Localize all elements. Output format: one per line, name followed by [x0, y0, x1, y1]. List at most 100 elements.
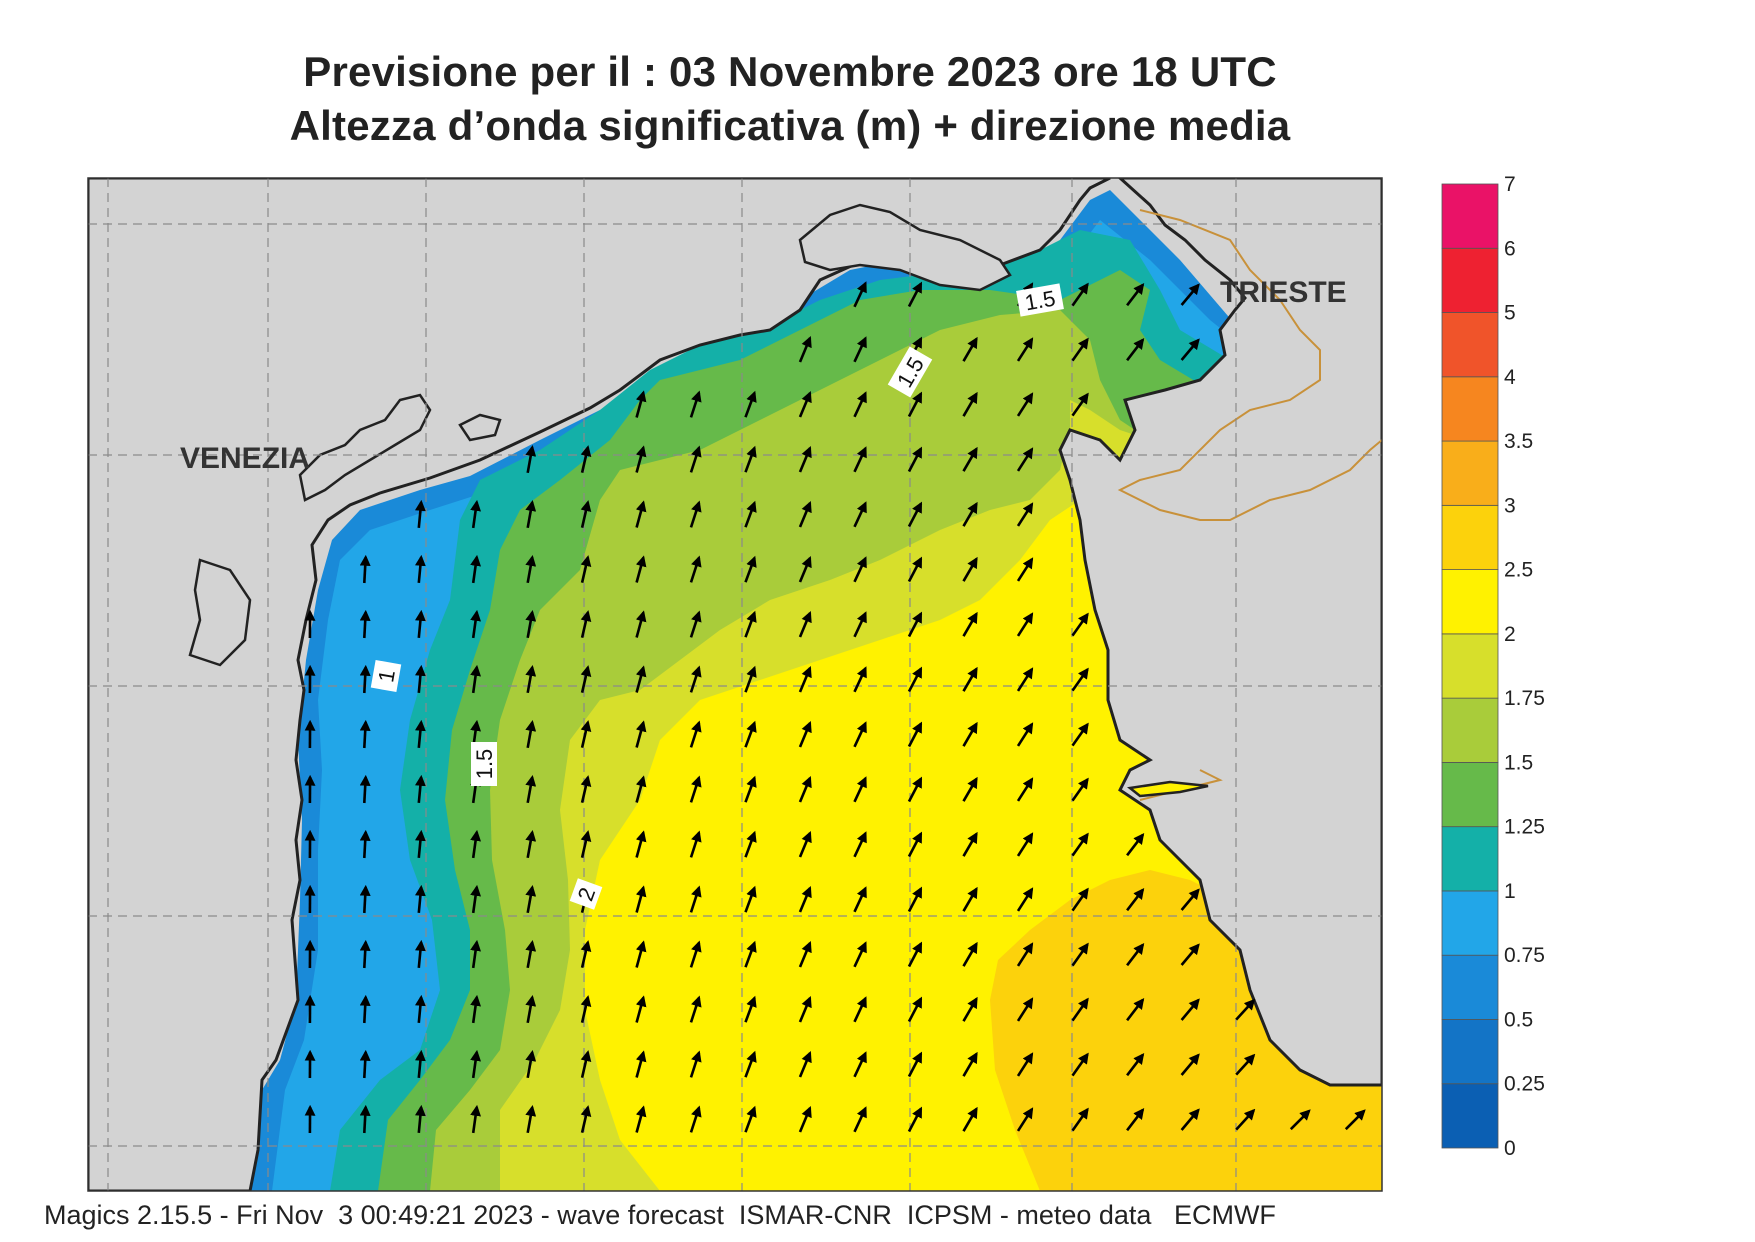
wave-direction-arrow — [907, 556, 923, 583]
wave-direction-arrow — [1235, 998, 1256, 1021]
colorbar-tick-label: 2.5 — [1504, 559, 1533, 582]
colorbar-tick-label: 1.5 — [1504, 751, 1533, 774]
colorbar-tick-label: 2 — [1504, 623, 1516, 646]
wave-direction-arrow — [359, 1104, 371, 1134]
colorbar-swatch — [1441, 954, 1499, 1020]
wave-direction-arrow — [1180, 888, 1200, 911]
wave-direction-arrow — [907, 721, 923, 748]
wave-direction-arrow — [798, 720, 812, 748]
wave-direction-arrow — [635, 555, 647, 583]
wave-direction-arrow — [1071, 887, 1089, 912]
colorbar-tick-label: 0.25 — [1504, 1073, 1545, 1096]
wave-direction-arrow — [1126, 887, 1145, 912]
wave-direction-arrow — [1016, 667, 1034, 692]
wave-direction-arrow — [689, 555, 702, 583]
wave-direction-arrow — [359, 719, 371, 749]
wave-direction-arrow — [1071, 997, 1089, 1022]
wave-direction-arrow — [962, 501, 978, 527]
wave-direction-arrow — [907, 446, 923, 473]
wave-direction-arrow — [853, 1106, 867, 1133]
wave-direction-arrow — [1126, 942, 1145, 967]
wave-direction-arrow — [1126, 282, 1145, 307]
colorbar-swatch — [1441, 890, 1499, 956]
wave-direction-arrow — [525, 445, 537, 474]
colorbar-swatch — [1441, 183, 1499, 249]
colorbar-swatch — [1441, 762, 1499, 828]
contour-label-5: 1.5 — [1016, 283, 1064, 317]
wave-direction-arrow — [635, 940, 647, 968]
wave-direction-arrow — [359, 1049, 371, 1079]
wave-direction-arrow — [744, 610, 757, 638]
wave-direction-arrow — [580, 500, 592, 528]
wave-direction-arrow — [635, 885, 647, 913]
wave-direction-arrow — [962, 611, 978, 637]
wave-direction-arrow — [414, 1049, 426, 1079]
wave-direction-arrow — [414, 1104, 426, 1134]
wave-direction-arrow — [907, 1106, 923, 1133]
wave-direction-arrow — [1071, 1052, 1089, 1077]
wave-direction-arrow — [962, 1051, 978, 1077]
wave-direction-arrow — [470, 994, 482, 1024]
wave-direction-arrow — [635, 500, 647, 528]
wave-direction-arrow — [580, 1105, 592, 1133]
colorbar-swatch — [1441, 569, 1499, 635]
wave-direction-arrow — [635, 775, 647, 803]
wave-direction-arrow — [359, 939, 371, 969]
wave-direction-arrow — [359, 774, 371, 804]
wave-direction-arrow — [414, 829, 426, 859]
wave-direction-arrow — [744, 995, 757, 1023]
wave-direction-arrow — [1016, 722, 1034, 747]
wave-direction-arrow — [525, 830, 537, 859]
colorbar-tick-label: 0.5 — [1504, 1008, 1533, 1031]
wave-direction-arrow — [470, 1104, 482, 1134]
wave-direction-arrow — [1126, 997, 1145, 1022]
wave-direction-arrow — [635, 1050, 647, 1078]
wave-direction-arrow — [1016, 337, 1034, 362]
wave-direction-arrow — [689, 940, 702, 968]
wave-direction-arrow — [744, 885, 757, 913]
lagoon-islet-3 — [798, 203, 1012, 292]
colorbar-tick-label: 4 — [1504, 366, 1516, 389]
wave-direction-arrow — [1071, 392, 1089, 417]
wave-direction-arrow — [1235, 1108, 1256, 1131]
istria-border — [1117, 209, 1382, 521]
wave-direction-arrow — [414, 609, 426, 639]
wave-direction-arrow — [744, 665, 757, 693]
map-title: Previsione per il : 03 Novembre 2023 ore… — [303, 48, 1277, 95]
wave-direction-arrow — [1016, 997, 1034, 1022]
wave-direction-arrow — [962, 941, 978, 967]
wave-direction-arrow — [689, 665, 702, 693]
wave-direction-arrow — [1180, 1053, 1200, 1076]
wave-direction-arrow — [853, 391, 867, 418]
wave-direction-arrow — [1071, 667, 1089, 692]
wave-direction-arrow — [853, 281, 867, 308]
wave-direction-arrow — [525, 775, 537, 804]
wave-direction-arrow — [414, 719, 426, 749]
wave-direction-arrow — [635, 995, 647, 1023]
wave-direction-arrow — [1126, 1107, 1145, 1132]
wave-direction-arrow — [1016, 612, 1034, 637]
colorbar-tick-label: 5 — [1504, 302, 1516, 325]
wave-direction-arrow — [1071, 777, 1089, 802]
wave-direction-arrow — [744, 720, 757, 748]
wave-direction-arrow — [798, 500, 812, 528]
lagoon-islet-1 — [188, 558, 252, 667]
wave-direction-arrow — [853, 886, 867, 913]
wave-direction-arrow — [907, 501, 923, 528]
wave-direction-arrow — [1289, 1109, 1311, 1131]
map-subtitle: Altezza d’onda significativa (m) + direz… — [289, 102, 1291, 149]
wave-direction-arrow — [689, 1050, 702, 1078]
map-frame — [87, 177, 1383, 1192]
wave-direction-arrow — [962, 391, 978, 417]
wave-direction-arrow — [798, 610, 812, 638]
wave-direction-arrow — [744, 1105, 757, 1133]
colorbar-swatch — [1441, 826, 1499, 892]
wave-direction-arrow — [414, 994, 426, 1024]
wave-direction-arrow — [798, 1105, 812, 1133]
colorbar-tick-label: 0 — [1504, 1137, 1516, 1160]
wave-direction-arrow — [907, 996, 923, 1023]
wave-direction-arrow — [414, 499, 426, 529]
wave-direction-arrow — [689, 720, 702, 748]
wave-direction-arrow — [853, 776, 867, 803]
wave-direction-arrow — [525, 1050, 537, 1079]
